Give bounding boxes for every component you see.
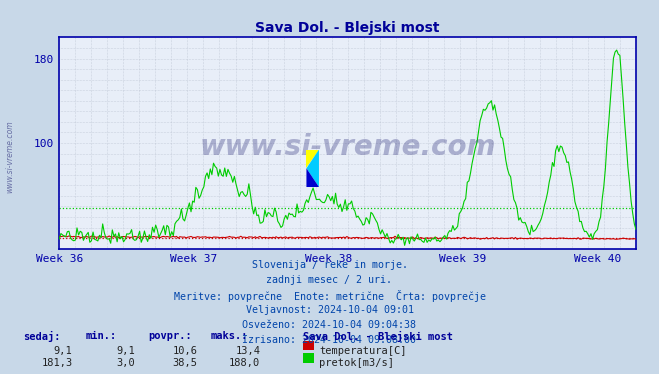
Polygon shape xyxy=(306,150,319,168)
Text: zadnji mesec / 2 uri.: zadnji mesec / 2 uri. xyxy=(266,275,393,285)
Text: Meritve: povprečne  Enote: metrične  Črta: povprečje: Meritve: povprečne Enote: metrične Črta:… xyxy=(173,290,486,302)
Text: povpr.:: povpr.: xyxy=(148,331,192,341)
Text: Sava Dol. - Blejski most: Sava Dol. - Blejski most xyxy=(303,331,453,342)
Text: 9,1: 9,1 xyxy=(54,346,72,356)
Text: Veljavnost: 2024-10-04 09:01: Veljavnost: 2024-10-04 09:01 xyxy=(246,305,413,315)
Text: 9,1: 9,1 xyxy=(117,346,135,356)
Text: Izrisano: 2024-10-04 09:08:00: Izrisano: 2024-10-04 09:08:00 xyxy=(243,335,416,345)
Text: 188,0: 188,0 xyxy=(229,358,260,368)
Polygon shape xyxy=(306,168,319,187)
Text: 13,4: 13,4 xyxy=(235,346,260,356)
Text: min.:: min.: xyxy=(86,331,117,341)
Text: maks.:: maks.: xyxy=(211,331,248,341)
Text: sedaj:: sedaj: xyxy=(23,331,61,342)
Text: 38,5: 38,5 xyxy=(173,358,198,368)
Title: Sava Dol. - Blejski most: Sava Dol. - Blejski most xyxy=(256,21,440,35)
Text: 181,3: 181,3 xyxy=(42,358,72,368)
Text: www.si-vreme.com: www.si-vreme.com xyxy=(5,121,14,193)
Text: 3,0: 3,0 xyxy=(117,358,135,368)
Text: 10,6: 10,6 xyxy=(173,346,198,356)
Text: pretok[m3/s]: pretok[m3/s] xyxy=(319,358,394,368)
Text: www.si-vreme.com: www.si-vreme.com xyxy=(200,133,496,161)
Text: Osveženo: 2024-10-04 09:04:38: Osveženo: 2024-10-04 09:04:38 xyxy=(243,320,416,330)
Text: Slovenija / reke in morje.: Slovenija / reke in morje. xyxy=(252,260,407,270)
Text: temperatura[C]: temperatura[C] xyxy=(319,346,407,356)
Polygon shape xyxy=(306,150,319,187)
